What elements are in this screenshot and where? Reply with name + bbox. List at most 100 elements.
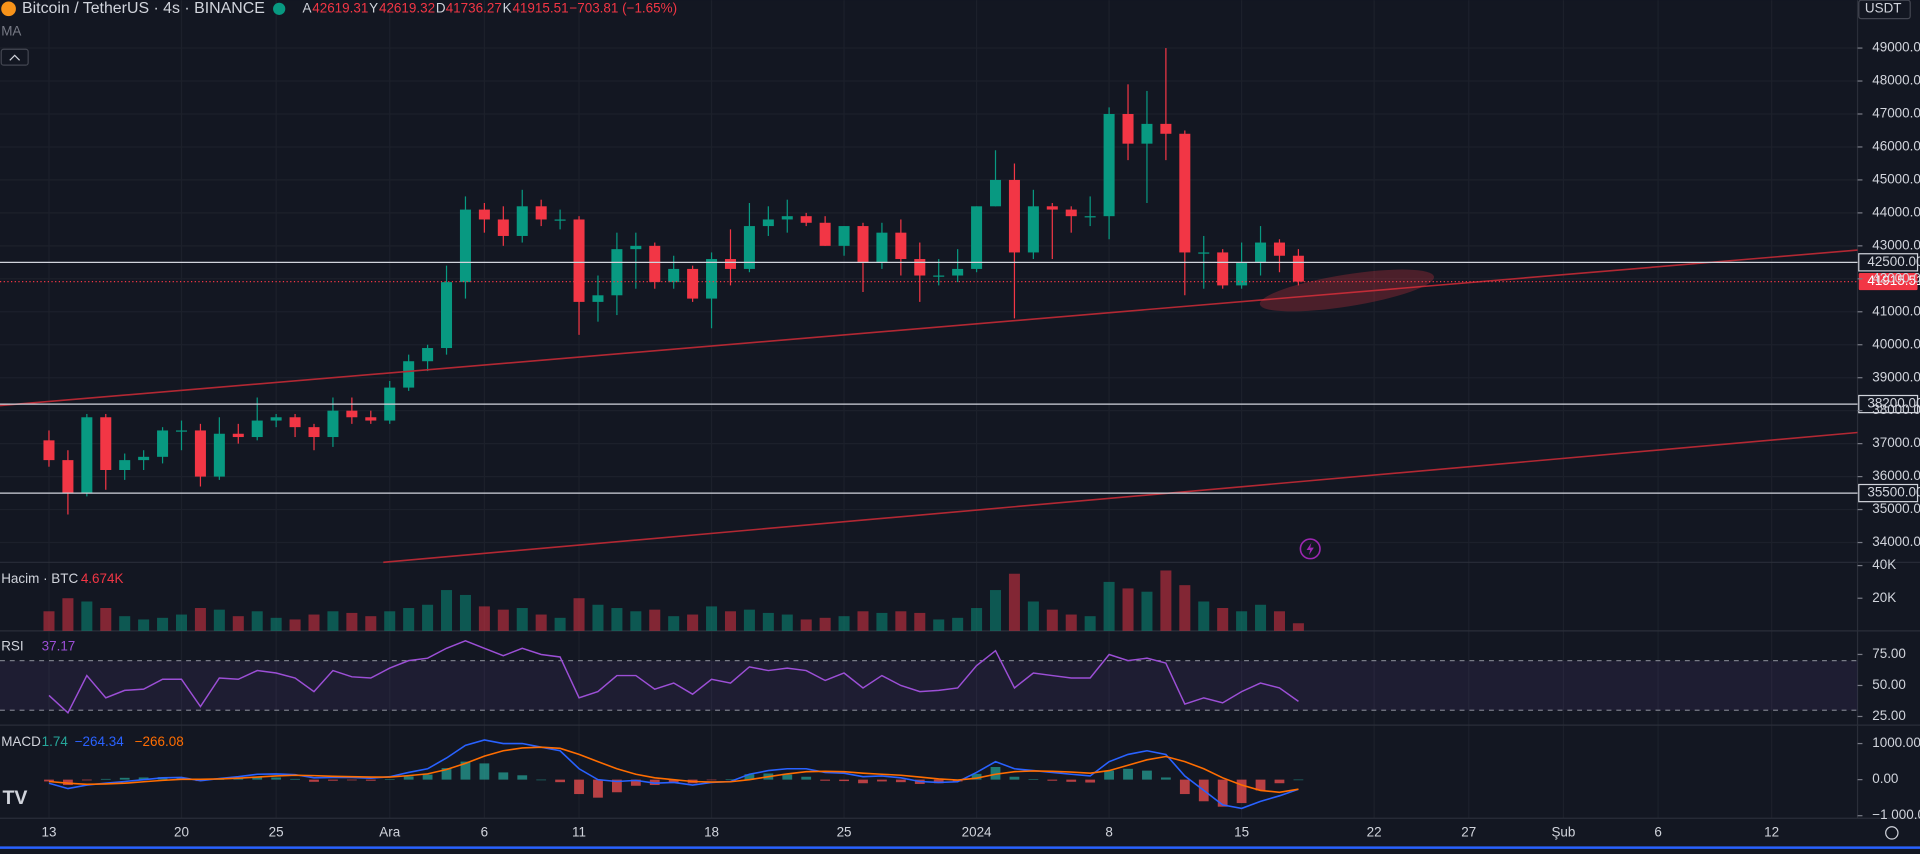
volume-bar xyxy=(81,601,93,631)
highlight-ellipse xyxy=(1259,269,1435,312)
symbol[interactable]: Bitcoin / TetherUS · 4s · BINANCE xyxy=(22,0,265,17)
candle-body xyxy=(706,259,718,299)
candle-body xyxy=(611,249,623,296)
macd-histogram-bar xyxy=(1047,779,1058,781)
candle-body xyxy=(971,206,983,269)
volume-bar xyxy=(781,614,793,631)
volume-bar xyxy=(1255,604,1267,631)
last-price-box xyxy=(1858,273,1918,291)
candle-body xyxy=(819,222,831,246)
candle-body xyxy=(1008,179,1020,253)
volume-bar xyxy=(1084,616,1096,631)
macd-histogram-bar xyxy=(1255,779,1266,791)
currency-box[interactable] xyxy=(1858,0,1911,20)
volume-bar xyxy=(895,611,907,631)
macd-histogram-bar xyxy=(1142,770,1152,780)
y-tick-label: 25.00 xyxy=(1872,708,1906,723)
volume-bar xyxy=(952,617,964,631)
macd-histogram-bar xyxy=(933,779,944,784)
candle-body xyxy=(497,219,509,236)
macd-histogram-bar xyxy=(460,761,471,780)
macd-histogram-bar xyxy=(1066,779,1077,782)
volume-bar xyxy=(1065,614,1077,631)
x-tick-label: 2024 xyxy=(962,824,992,839)
volume-bar xyxy=(1027,601,1039,631)
settings-icon[interactable] xyxy=(1885,826,1899,840)
candle-body xyxy=(119,460,131,471)
macd-histogram-bar xyxy=(1179,779,1190,795)
macd-histogram-bar xyxy=(612,779,622,793)
indicator-value: −266.08 xyxy=(135,734,184,749)
price-line-label: 42500.00 xyxy=(1867,254,1920,269)
volume-bar xyxy=(800,619,812,631)
volume-bar xyxy=(441,590,453,631)
currency[interactable]: USDT xyxy=(1865,0,1902,15)
volume-bar xyxy=(857,611,869,631)
candle-body xyxy=(743,226,755,269)
price-change: −703.81 (−1.65%) xyxy=(569,0,677,15)
macd-histogram-bar xyxy=(1274,779,1285,784)
volume-bar xyxy=(1236,611,1248,631)
y-tick-label: 20K xyxy=(1872,590,1896,605)
y-tick-label: −1 000.00 xyxy=(1872,807,1920,822)
volume-bar xyxy=(687,614,699,631)
candle-body xyxy=(232,433,244,438)
event-icon[interactable] xyxy=(1299,538,1321,560)
volume-bar xyxy=(611,608,623,631)
macd-histogram-bar xyxy=(1104,770,1114,780)
volume-bar xyxy=(346,612,358,631)
volume-bar xyxy=(592,604,604,631)
volume-bar xyxy=(1292,623,1304,631)
macd-histogram-bar xyxy=(138,777,149,780)
volume-bar xyxy=(289,619,301,631)
indicator-label[interactable]: MA xyxy=(1,24,21,39)
x-tick-label: 6 xyxy=(481,824,488,839)
macd-histogram-bar xyxy=(365,779,376,781)
candle-body xyxy=(1160,123,1172,134)
candle-body xyxy=(1273,242,1285,256)
volume-bar xyxy=(194,608,206,631)
x-tick-label: 25 xyxy=(269,824,284,839)
candle-body xyxy=(441,282,453,349)
macd-histogram-bar xyxy=(649,779,660,786)
y-tick-label: 49000.00 xyxy=(1872,40,1920,55)
candle-body xyxy=(213,433,225,477)
volume-bar xyxy=(1273,611,1285,631)
macd-histogram-bar xyxy=(839,779,849,782)
y-tick-label: 46000.00 xyxy=(1872,139,1920,154)
ohlc-label: A xyxy=(302,0,311,15)
collapse-icon xyxy=(9,54,21,61)
macd-histogram-bar xyxy=(668,779,679,783)
macd-histogram-bar xyxy=(479,763,490,780)
macd-histogram-bar xyxy=(100,778,111,780)
volume-bar xyxy=(914,612,926,631)
volume-bar xyxy=(497,609,509,631)
x-tick-label: Ara xyxy=(379,824,400,839)
macd-histogram-bar xyxy=(309,779,319,782)
indicator-name: RSI xyxy=(1,638,23,653)
candle-body xyxy=(81,417,93,494)
candle-body xyxy=(914,259,926,276)
y-tick-label: 42000.00 xyxy=(1872,270,1920,285)
candle-body xyxy=(762,219,774,227)
volume-bar xyxy=(1122,588,1134,631)
volume-bar xyxy=(62,598,74,631)
volume-bar xyxy=(535,614,547,631)
volume-bar xyxy=(819,617,831,631)
macd-histogram-bar xyxy=(536,779,547,781)
macd-histogram-bar xyxy=(252,776,263,780)
macd-histogram-bar xyxy=(403,776,414,780)
y-tick-label: 37000.00 xyxy=(1872,435,1920,450)
price-line-label-box xyxy=(1858,253,1919,272)
volume-bar xyxy=(43,611,55,631)
volume-bar xyxy=(838,616,850,631)
ohlc-label: K xyxy=(503,0,512,15)
y-tick-label: 43000.00 xyxy=(1872,237,1920,252)
collapse-button[interactable] xyxy=(0,48,29,66)
volume-bar xyxy=(971,608,983,631)
candle-body xyxy=(138,456,150,461)
y-tick-label: 0.00 xyxy=(1872,771,1898,786)
y-tick-label: 35000.00 xyxy=(1872,501,1920,516)
